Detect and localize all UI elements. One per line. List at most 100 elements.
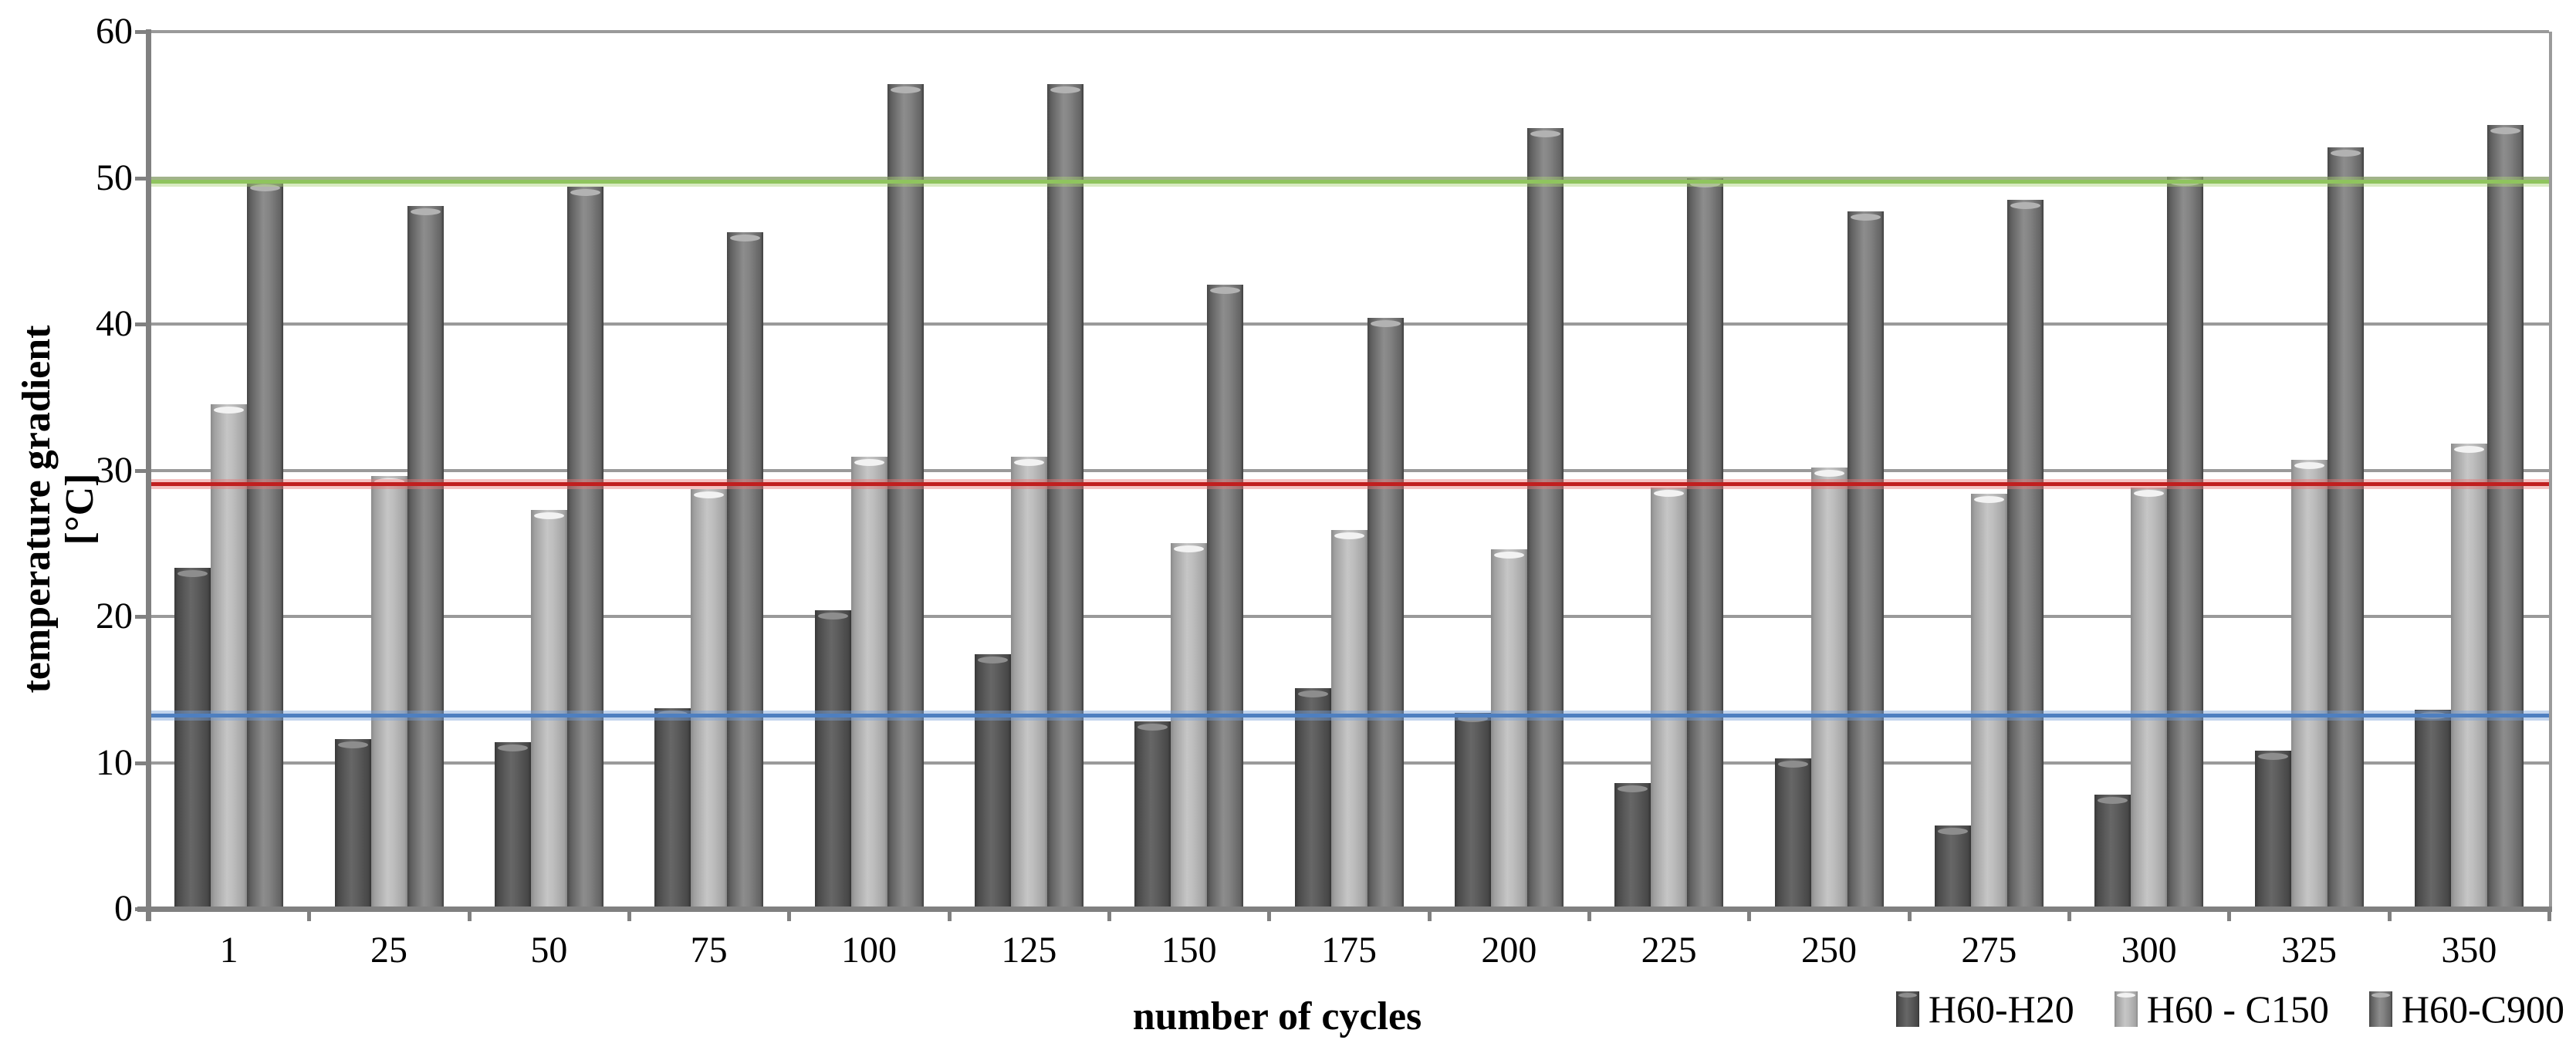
- legend-item: H60 - C150: [2114, 988, 2329, 1031]
- blue-line: [149, 713, 2549, 717]
- bar-H60-H20-cycle-150: [1134, 721, 1171, 909]
- x-tick: [2067, 909, 2071, 921]
- bar-top-highlight: [694, 491, 725, 499]
- y-tick-label: 10: [96, 741, 133, 783]
- x-tick-label: 250: [1801, 930, 1857, 971]
- y-axis-title: temperature gradient [°C]: [15, 325, 102, 694]
- x-tick-label: 275: [1961, 930, 2017, 971]
- x-tick: [1107, 909, 1111, 921]
- y-tick-label: 40: [96, 303, 133, 344]
- bar-top-highlight: [250, 184, 281, 192]
- x-tick: [467, 909, 472, 921]
- plot-area: [149, 30, 2552, 909]
- bar-H60-C900-cycle-225: [1687, 177, 1724, 909]
- bar-H60-C150-cycle-300: [2131, 488, 2168, 909]
- bar-top-highlight: [1138, 724, 1168, 731]
- bar-H60-H20-cycle-200: [1454, 713, 1491, 909]
- bar-H60-C900-cycle-75: [727, 231, 764, 909]
- x-tick-label: 350: [2441, 930, 2497, 971]
- legend: H60-H20 H60 - C150 H60-C900: [1895, 988, 2564, 1031]
- bar-H60-C900-cycle-1: [247, 182, 284, 909]
- y-tick: [135, 907, 149, 911]
- bar-top-highlight: [1654, 490, 1685, 498]
- x-tick: [2227, 909, 2232, 921]
- bar-top-highlight: [890, 86, 921, 94]
- y-tick: [135, 322, 149, 326]
- bar-H60-C150-cycle-325: [2290, 460, 2328, 909]
- x-tick: [1747, 909, 1752, 921]
- bar-H60-C150-cycle-250: [1810, 467, 1847, 909]
- legend-label: H60 - C150: [2146, 988, 2329, 1031]
- legend-swatch-icon: [2368, 991, 2392, 1027]
- bar-top-highlight: [2453, 446, 2484, 454]
- bar-top-highlight: [2098, 797, 2128, 805]
- bar-top-highlight: [497, 744, 528, 751]
- bar-H60-H20-cycle-275: [1934, 825, 1971, 909]
- x-tick-label: 50: [530, 930, 568, 971]
- x-axis-line: [137, 907, 2552, 912]
- x-tick: [2387, 909, 2392, 921]
- x-axis-title: number of cycles: [1132, 994, 1422, 1038]
- bar-H60-H20-cycle-25: [334, 739, 371, 909]
- bar-top-highlight: [2010, 201, 2040, 209]
- x-tick: [1907, 909, 1912, 921]
- bar-H60-H20-cycle-1: [174, 568, 211, 909]
- bar-H60-C150-cycle-200: [1490, 549, 1527, 909]
- x-tick: [1267, 909, 1272, 921]
- bar-top-highlight: [1973, 495, 2004, 503]
- x-tick: [1587, 909, 1591, 921]
- bar-H60-C900-cycle-300: [2167, 176, 2204, 909]
- bar-top-highlight: [177, 570, 208, 578]
- x-tick: [627, 909, 631, 921]
- legend-swatch-icon: [1895, 991, 1919, 1027]
- gridline: [149, 322, 2549, 326]
- bar-H60-H20-cycle-225: [1614, 783, 1651, 909]
- bar-H60-C150-cycle-350: [2450, 444, 2487, 909]
- y-tick-label: 20: [96, 596, 133, 636]
- bar-top-highlight: [1457, 715, 1488, 723]
- y-tick: [135, 176, 149, 181]
- legend-swatch-icon: [2114, 991, 2138, 1027]
- bar-H60-C150-cycle-75: [691, 489, 728, 909]
- x-tick-label: 200: [1481, 930, 1537, 971]
- bar-H60-C150-cycle-150: [1171, 543, 1208, 909]
- x-tick-label: 325: [2281, 930, 2337, 971]
- bar-top-highlight: [1937, 828, 1968, 835]
- bar-top-highlight: [1777, 760, 1808, 768]
- bar-H60-C900-cycle-250: [1847, 211, 1884, 909]
- x-tick-label: 225: [1641, 930, 1697, 971]
- bar-top-highlight: [1297, 690, 1328, 697]
- swatch-top-highlight: [1898, 993, 1917, 998]
- x-tick-label: 1: [219, 930, 238, 971]
- swatch-top-highlight: [2116, 993, 2135, 998]
- bar-H60-C150-cycle-275: [1970, 493, 2007, 909]
- x-tick: [947, 909, 952, 921]
- bar-H60-C150-cycle-225: [1651, 488, 1688, 909]
- bar-top-highlight: [2490, 127, 2520, 135]
- y-tick-label: 0: [114, 888, 133, 929]
- swatch-top-highlight: [2371, 993, 2390, 998]
- y-tick-label: 30: [96, 449, 133, 491]
- legend-label: H60-C900: [2401, 988, 2564, 1031]
- bar-H60-C150-cycle-125: [1010, 457, 1047, 909]
- bar-top-highlight: [533, 511, 564, 519]
- gridline: [149, 176, 2549, 180]
- bar-top-highlight: [854, 459, 884, 467]
- red-line: [149, 482, 2549, 487]
- bar-H60-C900-cycle-175: [1367, 318, 1404, 909]
- bar-top-highlight: [2134, 490, 2165, 498]
- bar-top-highlight: [214, 407, 245, 414]
- bar-H60-H20-cycle-325: [2254, 751, 2291, 909]
- bar-H60-C900-cycle-150: [1207, 284, 1244, 909]
- bar-top-highlight: [1530, 130, 1560, 138]
- y-tick: [135, 468, 149, 473]
- x-tick-label: 125: [1001, 930, 1057, 971]
- bar-H60-H20-cycle-300: [2094, 795, 2131, 909]
- bar-H60-H20-cycle-250: [1774, 758, 1811, 909]
- gridline: [149, 30, 2549, 33]
- bar-top-highlight: [1850, 214, 1881, 221]
- bar-top-highlight: [337, 741, 368, 749]
- x-tick: [2547, 909, 2551, 921]
- bar-H60-C900-cycle-275: [2006, 199, 2044, 909]
